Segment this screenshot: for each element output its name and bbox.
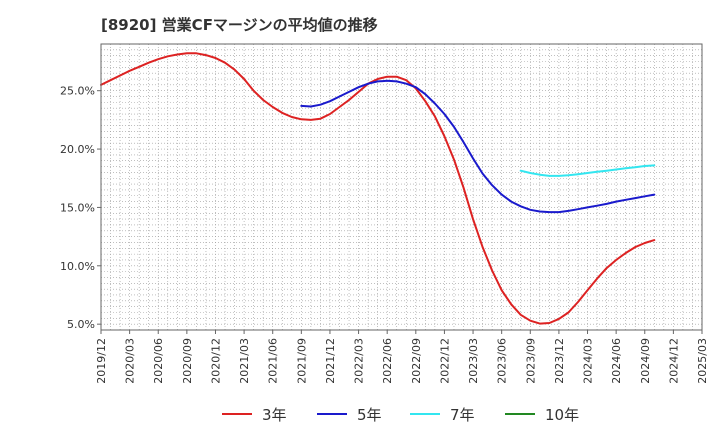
- legend-item: 7年: [410, 402, 475, 426]
- series-line: [300, 79, 656, 214]
- x-tick-label: 2019/12: [95, 338, 108, 384]
- legend-swatch: [410, 413, 440, 415]
- x-tick-label: 2022/03: [353, 338, 366, 384]
- legend-swatch: [505, 413, 535, 415]
- series-lines: [100, 52, 656, 325]
- legend-item: 10年: [505, 402, 579, 426]
- legend-swatch: [317, 413, 347, 415]
- y-tick-label: 20.0%: [60, 143, 95, 156]
- x-tick-label: 2023/06: [496, 338, 509, 384]
- x-tick-label: 2020/12: [209, 338, 222, 384]
- chart-title: [8920] 営業CFマージンの平均値の推移: [101, 16, 378, 34]
- x-tick-label: 2020/03: [124, 338, 137, 384]
- x-tick-label: 2021/12: [324, 338, 337, 384]
- legend-item: 5年: [317, 402, 382, 426]
- series-line: [100, 52, 656, 325]
- x-tick-label: 2022/12: [438, 338, 451, 384]
- x-tick-label: 2025/03: [696, 338, 709, 384]
- y-axis-ticks: 5.0% 10.0% 15.0% 20.0% 25.0%: [60, 85, 101, 331]
- y-tick-label: 15.0%: [60, 201, 95, 214]
- y-tick-label: 10.0%: [60, 260, 95, 273]
- x-tick-label: 2021/09: [295, 338, 308, 384]
- x-axis-ticks: 2019/12 2020/03 2020/06 2020/09 2020/12 2021/…: [95, 330, 709, 384]
- x-tick-label: 2024/06: [610, 338, 623, 384]
- x-tick-label: 2024/09: [639, 338, 652, 384]
- x-tick-label: 2023/03: [467, 338, 480, 384]
- plot-frame: [100, 43, 703, 331]
- x-tick-label: 2024/03: [582, 338, 595, 384]
- x-tick-label: 2023/12: [553, 338, 566, 384]
- x-tick-label: 2020/06: [152, 338, 165, 384]
- x-tick-label: 2023/09: [524, 338, 537, 384]
- legend-label: 7年: [450, 405, 475, 424]
- x-tick-label: 2024/12: [667, 338, 680, 384]
- x-tick-label: 2022/09: [410, 338, 423, 384]
- x-tick-label: 2020/09: [181, 338, 194, 384]
- legend-swatch: [222, 413, 252, 415]
- plot-background: [101, 44, 702, 330]
- legend-label: 10年: [545, 405, 580, 424]
- legend-item: 3年: [222, 402, 287, 426]
- series-line: [519, 164, 656, 177]
- legend: 3年 5年 7年 10年: [0, 402, 720, 426]
- x-tick-label: 2022/06: [381, 338, 394, 384]
- grid-lines: [101, 44, 702, 330]
- y-tick-label: 5.0%: [67, 318, 95, 331]
- x-tick-label: 2021/06: [267, 338, 280, 384]
- y-tick-label: 25.0%: [60, 85, 95, 98]
- legend-label: 3年: [262, 405, 287, 424]
- x-tick-label: 2021/03: [238, 338, 251, 384]
- legend-label: 5年: [357, 405, 382, 424]
